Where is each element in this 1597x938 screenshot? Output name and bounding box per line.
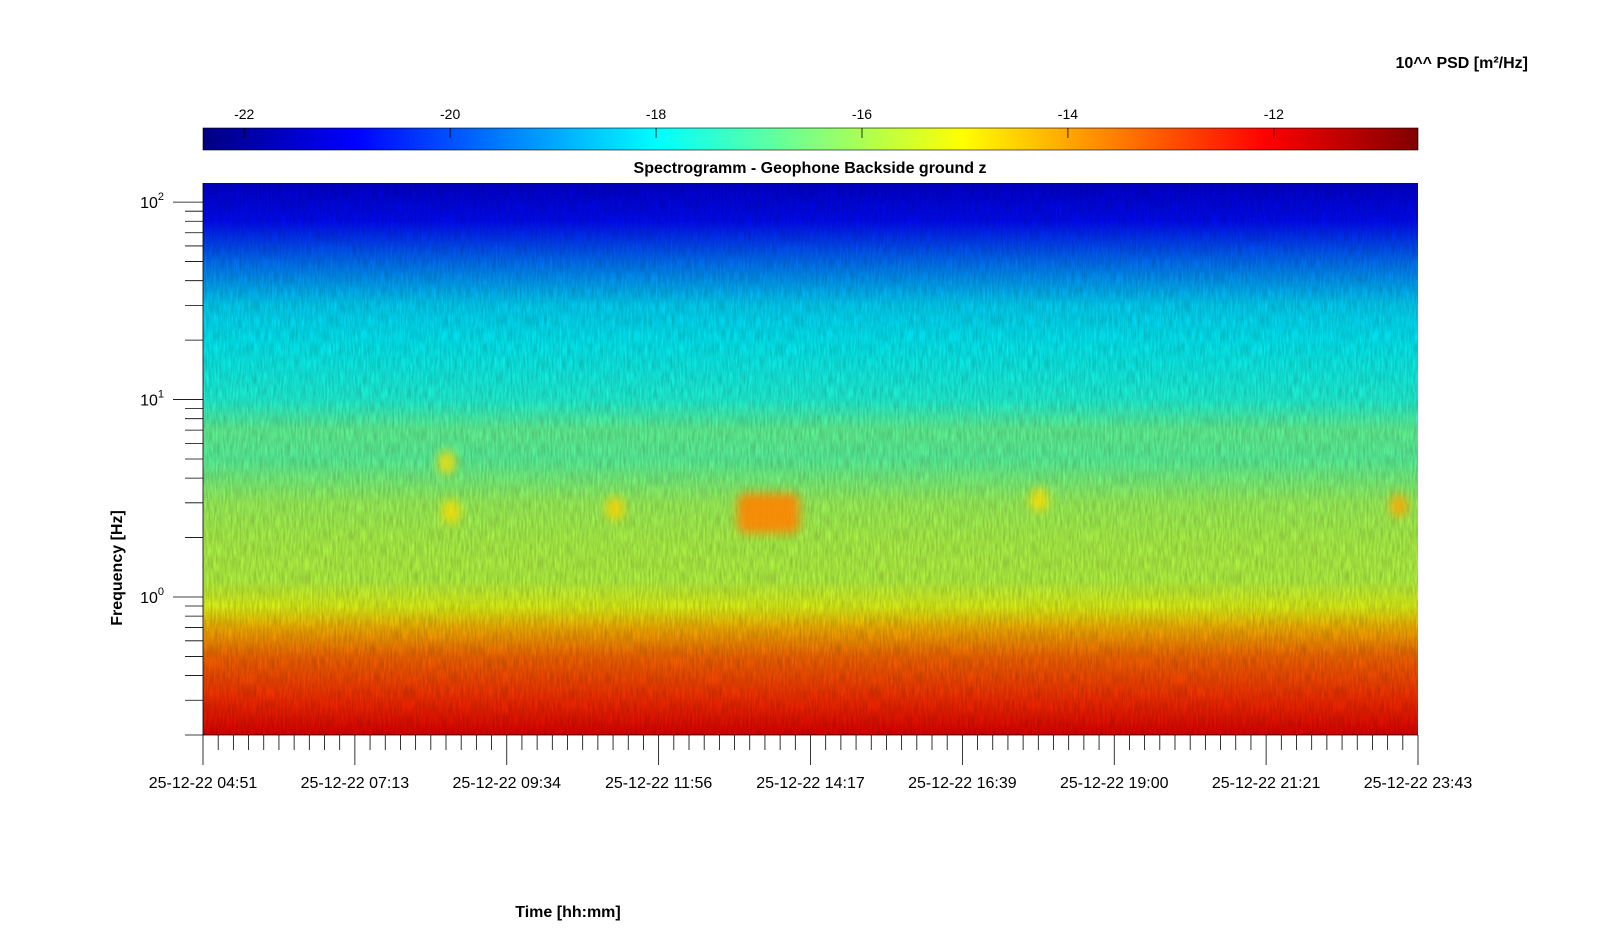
y-axis-ticks: 100 101 102 [140,191,203,736]
x-tick-label: 25-12-22 23:43 [1364,775,1473,792]
colorbar-tick-label: -12 [1264,106,1284,122]
x-axis-ticks: 25-12-22 04:51 25-12-22 07:13 25-12-22 09:… [149,735,1473,792]
y-axis-label: Frequency [Hz] [109,510,126,626]
colorbar-label: 10^^ PSD [m²/Hz] [1396,55,1528,72]
x-tick-label: 25-12-22 04:51 [149,775,258,792]
colorbar-tick-label: -14 [1058,106,1078,122]
x-tick-label: 25-12-22 07:13 [301,775,410,792]
chart-title: Spectrogramm - Geophone Backside ground … [634,160,987,177]
colorbar-tick-label: -18 [646,106,666,122]
spectrogram-heatmap [203,183,1418,735]
psd-event [606,496,625,521]
x-tick-label: 25-12-22 21:21 [1212,775,1321,792]
x-axis-label: Time [hh:mm] [515,904,620,921]
spectrogram-events [437,450,1408,534]
y-tick-label: 100 [140,586,164,607]
y-tick-label: 102 [140,191,164,212]
colorbar-tick-label: -20 [440,106,460,122]
psd-event [737,493,800,534]
x-tick-label: 25-12-22 09:34 [452,775,561,792]
y-tick-label: 101 [140,389,164,410]
spectrogram-texture [203,183,1418,735]
psd-event [1030,487,1049,512]
psd-event [437,450,456,475]
colorbar-ticks: -22 -20 -18 -16 -14 -12 [234,106,1284,138]
psd-event [441,499,460,524]
x-tick-label: 25-12-22 16:39 [908,775,1017,792]
colorbar-tick-label: -16 [852,106,872,122]
x-tick-label: 25-12-22 14:17 [756,775,865,792]
x-tick-label: 25-12-22 19:00 [1060,775,1169,792]
psd-event [1389,493,1408,518]
colorbar [202,127,1419,151]
colorbar-tick-label: -22 [234,106,254,122]
x-tick-label: 25-12-22 11:56 [605,775,712,792]
